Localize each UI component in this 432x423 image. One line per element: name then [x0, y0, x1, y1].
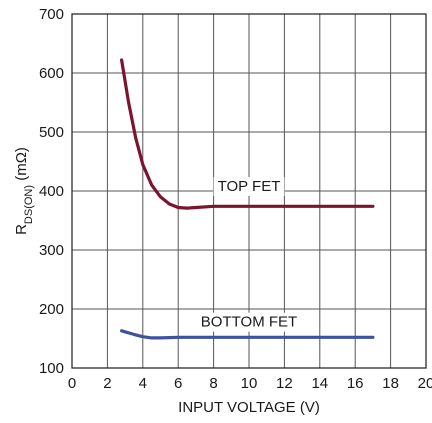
x-tick-label: 18 [382, 375, 399, 392]
series-lines [120, 58, 375, 340]
series-label-background [196, 312, 302, 332]
y-axis-label-subscript: DS(ON) [23, 185, 35, 224]
x-tick-label: 8 [209, 375, 217, 392]
series-line-bottom-fet [120, 329, 375, 340]
x-tick-label: 10 [241, 375, 258, 392]
x-tick-label: 16 [347, 375, 364, 392]
y-tick-label: 300 [39, 242, 64, 259]
series-annotations: TOP FET BOTTOM FET [196, 177, 302, 332]
y-tick-label: 100 [39, 360, 64, 377]
plot-frame [71, 13, 427, 369]
x-tick-label: 14 [311, 375, 328, 392]
x-tick-label: 2 [103, 375, 111, 392]
x-tick-label: 4 [139, 375, 147, 392]
series-label-background [213, 177, 285, 196]
x-tick-label: 12 [276, 375, 293, 392]
tick-labels: 0 2 4 6 8 10 12 14 16 18 20 100 200 300 400 500 600 700 [39, 6, 432, 392]
y-tick-label: 700 [39, 6, 64, 23]
series-label: TOP FET [218, 178, 281, 195]
x-axis-label: INPUT VOLTAGE (V) [178, 399, 320, 416]
y-axis-label-main: R [13, 224, 30, 235]
y-tick-label: 600 [39, 65, 64, 82]
y-tick-label: 500 [39, 124, 64, 141]
y-tick-label: 200 [39, 301, 64, 318]
y-axis-label: RDS(ON) (mΩ) [13, 147, 35, 235]
series-label: BOTTOM FET [201, 314, 297, 331]
y-axis-label-unit: (mΩ) [13, 147, 30, 185]
x-tick-label: 20 [418, 375, 432, 392]
series-line-top-fet [120, 58, 375, 210]
x-tick-label: 0 [68, 375, 76, 392]
y-tick-label: 400 [39, 183, 64, 200]
x-tick-label: 6 [174, 375, 182, 392]
